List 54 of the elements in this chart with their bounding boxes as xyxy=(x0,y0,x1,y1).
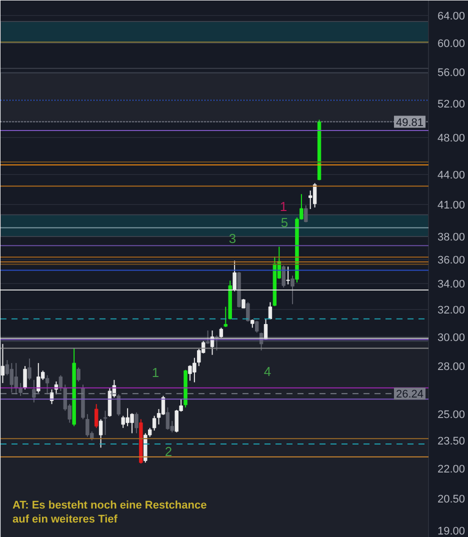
candlestick xyxy=(134,412,138,434)
y-tick-label: 41.00 xyxy=(438,199,466,212)
candlestick xyxy=(219,327,224,338)
candlestick xyxy=(94,404,98,428)
candlestick xyxy=(161,395,166,416)
y-tick-label: 34.00 xyxy=(438,278,466,291)
y-tick-label: 30.00 xyxy=(438,332,466,344)
y-tick-label: 44.00 xyxy=(438,169,466,182)
candlestick xyxy=(304,204,308,223)
candlestick xyxy=(98,418,103,448)
y-tick-label: 22.00 xyxy=(438,463,466,476)
candlestick xyxy=(32,379,36,403)
annotation: 4 xyxy=(264,364,272,379)
candlestick xyxy=(286,266,290,285)
candlestick xyxy=(76,367,80,382)
candlestick xyxy=(18,382,22,396)
candlestick xyxy=(116,394,120,416)
candlestick xyxy=(242,298,246,309)
candlestick xyxy=(268,302,272,320)
candlestick xyxy=(290,275,294,305)
candlestick xyxy=(224,306,228,328)
ref-line-label: 49.81 xyxy=(396,116,424,129)
y-tick-label: 36.00 xyxy=(438,254,466,266)
candlestick xyxy=(28,358,32,380)
candlestick xyxy=(282,264,286,288)
y-tick-label: 52.00 xyxy=(438,98,466,111)
y-tick-label: 19.00 xyxy=(438,526,466,537)
y-tick-label: 64.00 xyxy=(438,10,466,22)
annotation: 1 xyxy=(280,199,288,214)
y-tick-label: 48.00 xyxy=(438,132,466,144)
annotation: 2 xyxy=(164,444,172,459)
candlestick xyxy=(246,302,250,322)
y-tick-label: 56.00 xyxy=(438,67,466,80)
candlestick xyxy=(58,374,63,392)
annotation: 3 xyxy=(228,231,236,246)
y-tick-label: 25.00 xyxy=(438,409,466,422)
candlestick xyxy=(152,415,156,432)
y-tick-label: 60.00 xyxy=(438,38,466,50)
ref-line-label: 26.24 xyxy=(396,388,424,401)
annotation: 5 xyxy=(280,215,288,230)
candlestick xyxy=(0,343,5,384)
y-tick-label: 28.00 xyxy=(438,361,466,374)
y-tick-label: 32.00 xyxy=(438,304,466,316)
candlestick xyxy=(206,330,210,344)
y-tick-label: 23.50 xyxy=(438,435,466,448)
candlestick xyxy=(166,406,170,430)
candlestick xyxy=(103,410,108,436)
y-tick-label: 20.50 xyxy=(438,493,466,506)
candlestick xyxy=(23,366,27,390)
candlestick xyxy=(232,260,236,292)
candlestick xyxy=(45,374,50,395)
annotation: 1 xyxy=(152,365,160,380)
annotation: AT: Es besteht noch eine Restchance auf ein weiteres Tief xyxy=(12,500,207,526)
y-tick-label: 38.00 xyxy=(438,232,466,244)
